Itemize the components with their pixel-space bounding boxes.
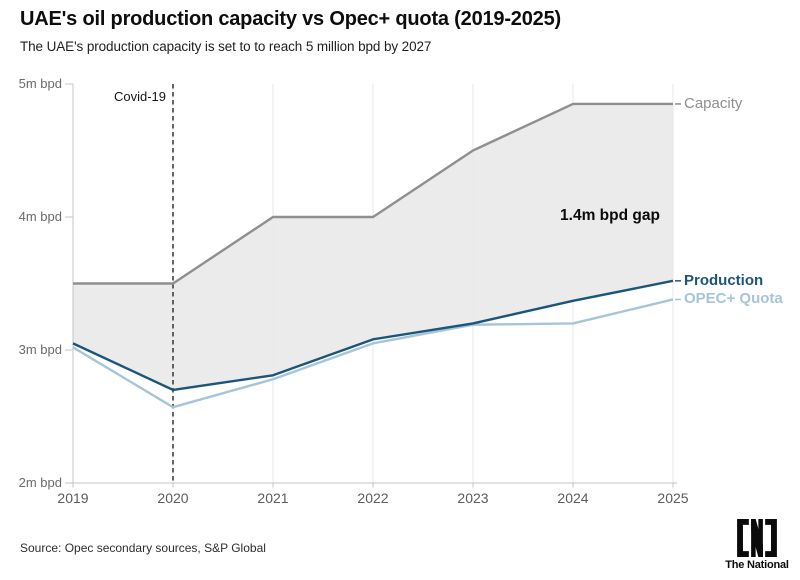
gap-annotation: 1.4m bpd gap [560,207,660,224]
y-axis-label-5: 5m bpd [18,76,62,91]
y-axis-label-4: 4m bpd [18,209,62,224]
national-logo-text: The National [725,559,789,571]
x-axis-label-2023: 2023 [457,490,489,506]
x-axis-label-2021: 2021 [257,490,289,506]
covid-annotation: Covid-19 [113,89,166,104]
series-label-opec-quota: OPEC+ Quota [684,290,783,308]
series-line-capacity [73,102,673,285]
y-axis-label-3: 3m bpd [18,342,62,357]
series-line-opec-quota [72,298,674,409]
x-axis-label-2024: 2024 [557,490,589,506]
national-logo: The National [707,519,800,571]
x-axis-label-2019: 2019 [57,490,89,506]
series-label-capacity: Capacity [684,94,743,112]
page-title: UAE's oil production capacity vs Opec+ q… [20,8,561,30]
x-axis-label-2020: 2020 [157,490,189,506]
page-subtitle: The UAE's production capacity is set to … [20,39,432,54]
series-line-production [72,279,674,392]
national-logo-mark-icon [737,519,777,557]
series-label-production: Production [684,271,764,289]
x-axis-label-2025: 2025 [657,490,689,506]
x-axis-label-2022: 2022 [357,490,389,506]
capacity-production-gap-area [73,103,673,390]
y-axis-label-2: 2m bpd [18,475,62,490]
source-text: Source: Opec secondary sources, S&P Glob… [20,541,266,555]
